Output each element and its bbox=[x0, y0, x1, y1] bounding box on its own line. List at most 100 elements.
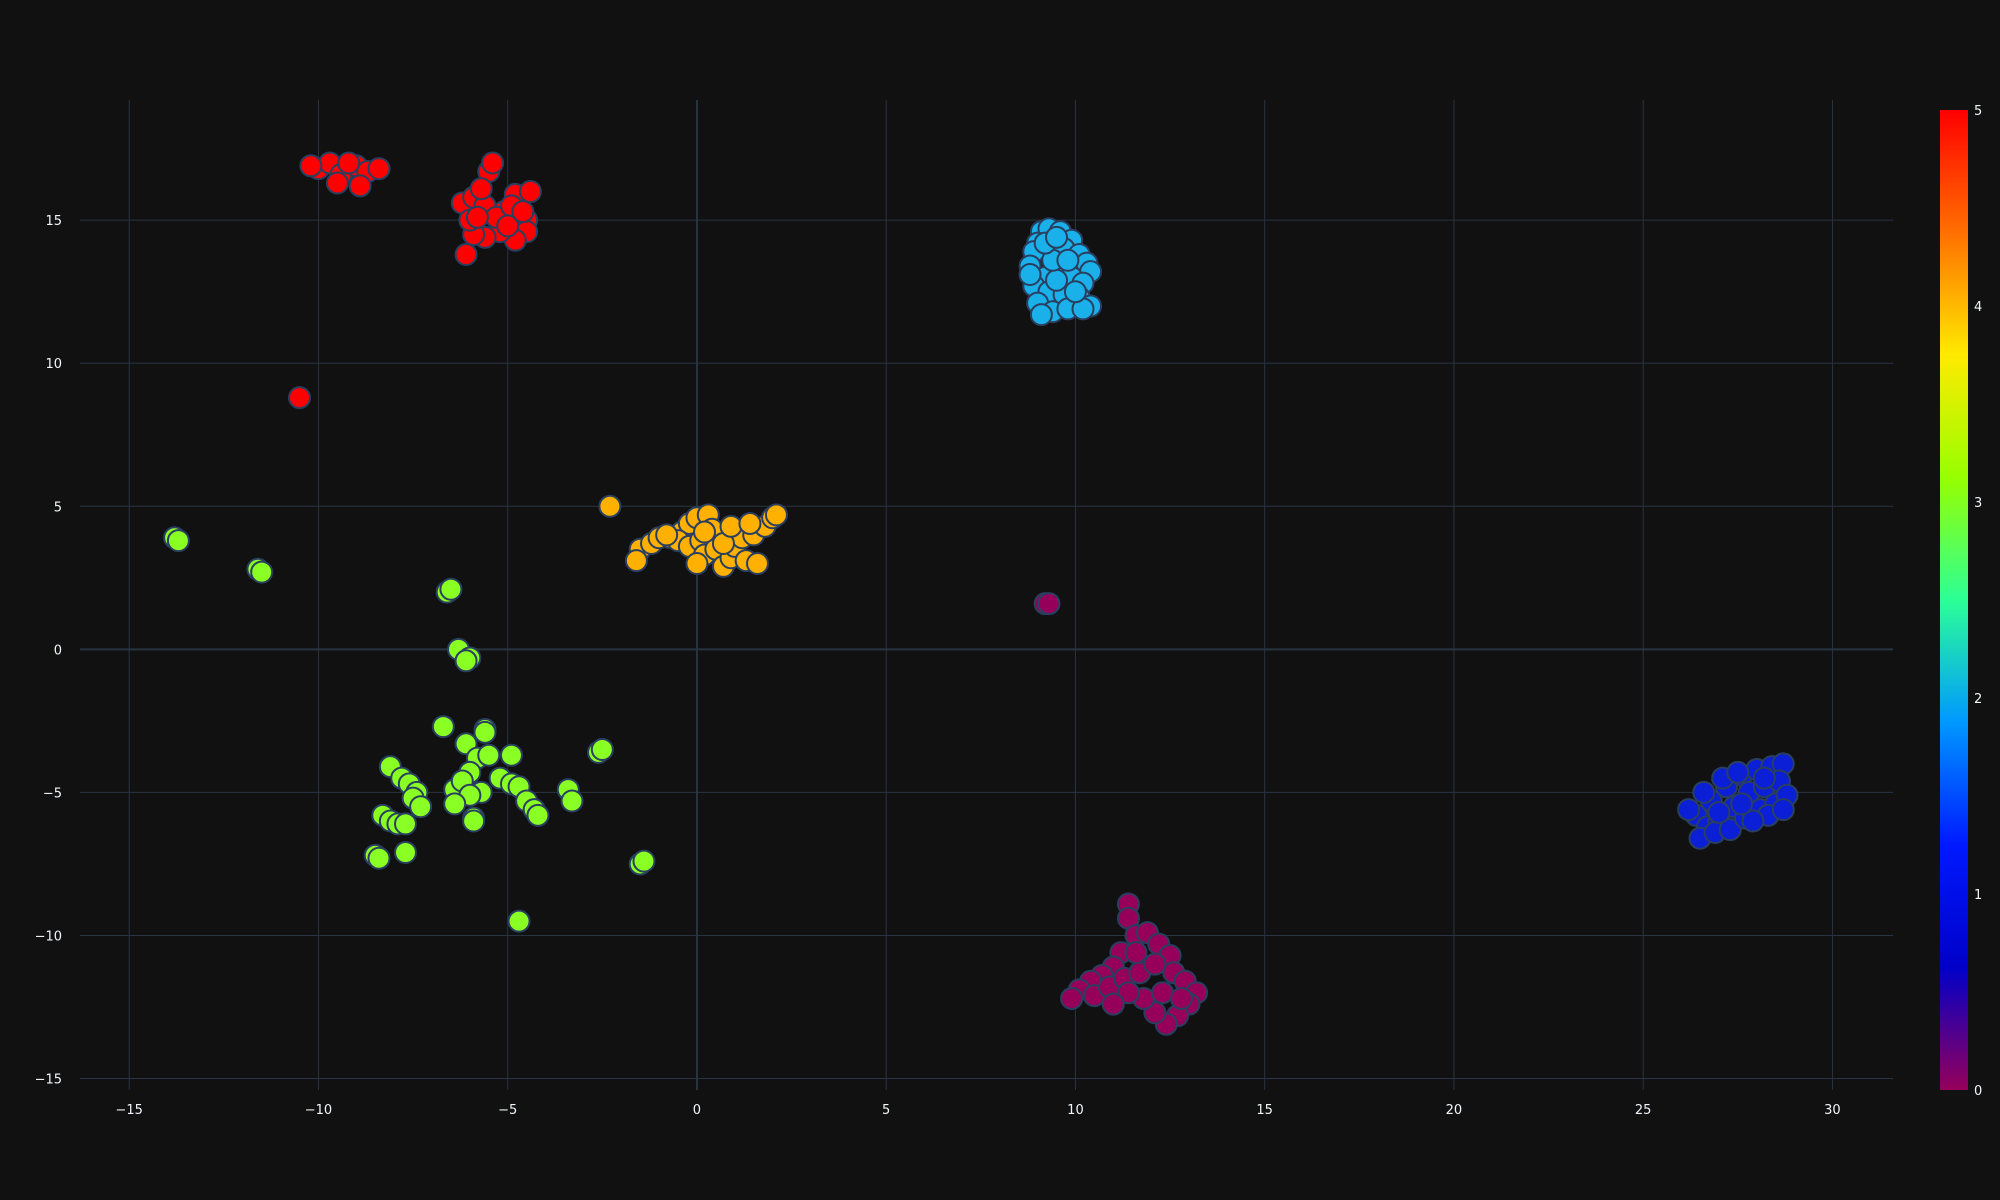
data-point bbox=[454, 243, 478, 267]
x-tick-label: −5 bbox=[498, 1103, 517, 1118]
colorbar-tick-label: 4 bbox=[1974, 300, 1982, 315]
y-tick-label: −10 bbox=[35, 929, 62, 944]
data-point bbox=[469, 177, 493, 201]
data-point bbox=[367, 157, 391, 181]
y-tick-label: −15 bbox=[35, 1073, 62, 1088]
data-point bbox=[454, 649, 478, 673]
y-tick-label: 0 bbox=[54, 643, 62, 658]
x-tick-label: 0 bbox=[693, 1103, 701, 1118]
data-point bbox=[738, 511, 762, 535]
data-point bbox=[1677, 798, 1701, 822]
data-point bbox=[367, 846, 391, 870]
data-point bbox=[1741, 809, 1765, 833]
data-point bbox=[1101, 992, 1125, 1016]
series-value-5 bbox=[288, 151, 542, 410]
data-point bbox=[409, 795, 433, 819]
data-point bbox=[764, 503, 788, 527]
x-tick-label: 30 bbox=[1824, 1103, 1841, 1118]
data-point bbox=[632, 849, 656, 873]
data-point bbox=[499, 743, 523, 767]
data-point bbox=[481, 151, 505, 175]
y-axis-ticks: −15 −10 −5 0 5 10 15 bbox=[35, 214, 62, 1087]
data-point bbox=[1029, 303, 1053, 327]
data-point bbox=[1752, 766, 1776, 790]
data-point bbox=[1726, 760, 1750, 784]
data-point bbox=[685, 552, 709, 576]
data-point bbox=[473, 720, 497, 744]
data-point bbox=[443, 792, 467, 816]
data-point bbox=[1143, 952, 1167, 976]
data-point bbox=[1730, 792, 1754, 816]
x-tick-label: −10 bbox=[305, 1103, 332, 1118]
colorbar-tick-label: 5 bbox=[1974, 104, 1982, 119]
series-value-1 bbox=[1677, 752, 1799, 850]
data-point bbox=[299, 154, 323, 178]
data-point bbox=[1056, 248, 1080, 272]
data-point bbox=[337, 151, 361, 175]
series-value-3 bbox=[163, 526, 656, 933]
x-tick-label: 25 bbox=[1635, 1103, 1652, 1118]
x-tick-label: 15 bbox=[1256, 1103, 1273, 1118]
data-point bbox=[431, 715, 455, 739]
data-point bbox=[325, 171, 349, 195]
data-point bbox=[507, 909, 531, 933]
grid-lines bbox=[80, 100, 1893, 1090]
data-point bbox=[624, 549, 648, 573]
colorbar-tick-label: 2 bbox=[1974, 692, 1982, 707]
data-points bbox=[163, 151, 1799, 1036]
data-point bbox=[655, 523, 679, 547]
data-point bbox=[462, 809, 486, 833]
y-tick-label: 5 bbox=[54, 500, 62, 515]
y-tick-label: −5 bbox=[43, 786, 62, 801]
y-tick-label: 15 bbox=[45, 214, 62, 229]
series-value-4 bbox=[598, 494, 788, 578]
series-value-2 bbox=[1018, 217, 1103, 327]
y-tick-label: 10 bbox=[45, 357, 62, 372]
data-point bbox=[746, 552, 770, 576]
data-point bbox=[250, 560, 274, 584]
x-tick-label: 10 bbox=[1067, 1103, 1084, 1118]
x-tick-label: −15 bbox=[115, 1103, 142, 1118]
data-point bbox=[1124, 941, 1148, 965]
data-point bbox=[1018, 263, 1042, 287]
data-point bbox=[465, 205, 489, 229]
colorbar-tick-label: 3 bbox=[1974, 496, 1982, 511]
data-point bbox=[288, 386, 312, 410]
data-point bbox=[1045, 225, 1069, 249]
data-point bbox=[394, 841, 418, 865]
data-point bbox=[560, 789, 584, 813]
x-tick-label: 5 bbox=[882, 1103, 890, 1118]
data-point bbox=[719, 514, 743, 538]
data-point bbox=[1116, 981, 1140, 1005]
data-point bbox=[1169, 986, 1193, 1010]
data-point bbox=[511, 200, 535, 224]
zero-lines bbox=[80, 100, 1893, 1090]
data-point bbox=[166, 529, 190, 553]
data-point bbox=[518, 180, 542, 204]
data-point bbox=[1063, 280, 1087, 304]
x-axis-ticks: −15 −10 −5 0 5 10 15 20 25 30 bbox=[115, 1103, 1840, 1118]
colorbar-gradient bbox=[1940, 110, 1968, 1090]
colorbar-tick-label: 0 bbox=[1974, 1084, 1982, 1099]
x-tick-label: 20 bbox=[1446, 1103, 1463, 1118]
data-point bbox=[439, 577, 463, 601]
data-point bbox=[1771, 798, 1795, 822]
colorbar-ticks: 0 1 2 3 4 5 bbox=[1974, 104, 1982, 1099]
data-point bbox=[590, 738, 614, 762]
series-value-0 bbox=[1033, 592, 1209, 1036]
data-point bbox=[348, 174, 372, 198]
data-point bbox=[394, 812, 418, 836]
data-point bbox=[1037, 592, 1061, 616]
colorbar-tick-label: 1 bbox=[1974, 888, 1982, 903]
data-point bbox=[1692, 780, 1716, 804]
colorbar: 0 1 2 3 4 5 bbox=[1940, 104, 1982, 1099]
data-point bbox=[1718, 818, 1742, 842]
data-point bbox=[1151, 981, 1175, 1005]
data-point bbox=[598, 494, 622, 518]
data-point bbox=[496, 214, 520, 238]
data-point bbox=[477, 743, 501, 767]
data-point bbox=[526, 803, 550, 827]
data-point bbox=[1045, 268, 1069, 292]
data-point bbox=[693, 520, 717, 544]
